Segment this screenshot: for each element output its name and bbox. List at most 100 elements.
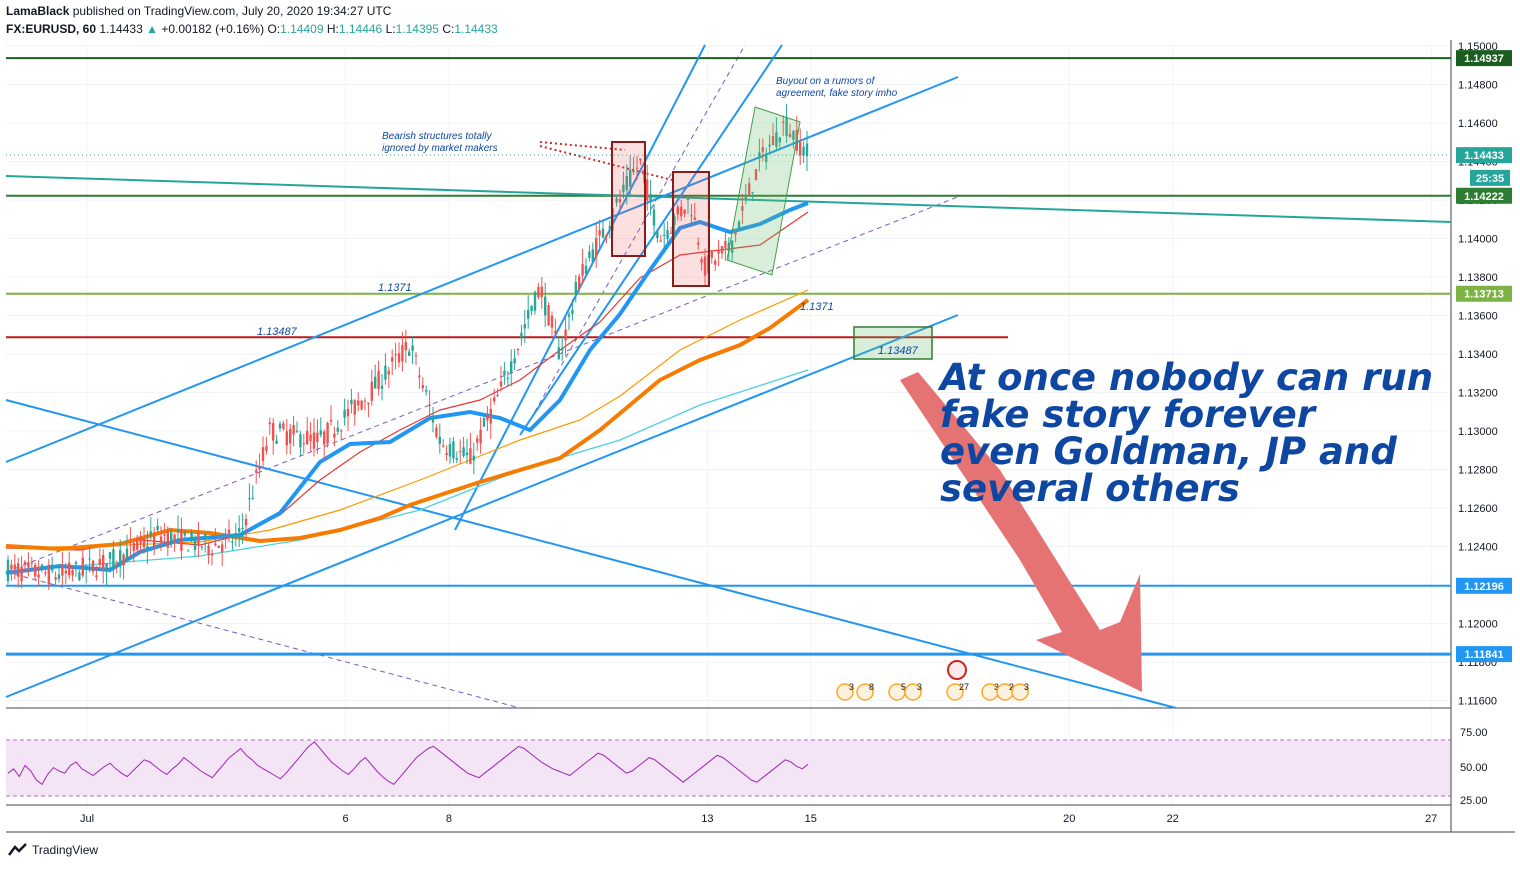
candle-body bbox=[214, 543, 217, 546]
bearish-box[interactable] bbox=[611, 141, 646, 257]
high-value: 1.14446 bbox=[338, 22, 383, 36]
time-tick-label: 8 bbox=[446, 813, 452, 825]
candle-body bbox=[754, 168, 758, 180]
candle-body bbox=[74, 562, 78, 565]
candle-body bbox=[680, 206, 683, 217]
level-label-1371: 1.1371 bbox=[800, 301, 834, 313]
candle-body bbox=[408, 351, 411, 356]
candle-body bbox=[574, 281, 577, 295]
candle-body bbox=[493, 397, 496, 402]
bearish-box[interactable] bbox=[672, 171, 710, 287]
candle-body bbox=[125, 548, 129, 562]
candle-body bbox=[374, 376, 377, 389]
candle-body bbox=[394, 354, 397, 356]
rsi-line bbox=[7, 741, 809, 786]
candle-body bbox=[285, 431, 288, 446]
candle-body bbox=[360, 400, 363, 410]
trendline bbox=[5, 76, 959, 463]
candle-body bbox=[537, 287, 540, 298]
candle-body bbox=[741, 206, 744, 211]
candle-body bbox=[778, 137, 781, 143]
price-axis[interactable]: 1.150001.148001.146001.144001.142001.140… bbox=[1458, 41, 1498, 708]
price-tick-label: 1.13400 bbox=[1458, 349, 1498, 361]
price-tag-bg bbox=[1456, 646, 1512, 663]
price-tag-bg bbox=[1456, 50, 1512, 67]
candle-body bbox=[57, 574, 61, 580]
candle-body bbox=[377, 370, 380, 389]
time-tick-label: Jul bbox=[80, 813, 94, 825]
price-tag-label: 1.13713 bbox=[1464, 289, 1504, 301]
bullish-channel-box[interactable] bbox=[726, 106, 801, 276]
candle-body bbox=[146, 546, 149, 549]
candle-body bbox=[306, 430, 309, 445]
tradingview-logo-icon[interactable] bbox=[8, 842, 28, 858]
candle-body bbox=[567, 314, 571, 317]
annotation-connector bbox=[539, 145, 673, 181]
footer-brand[interactable]: TradingView bbox=[32, 843, 99, 857]
dashed-trendline bbox=[5, 571, 521, 709]
price-tick-label: 1.13600 bbox=[1458, 311, 1498, 323]
annotation-buyout: Buyout on a rumors of agreement, fake sto… bbox=[776, 76, 898, 99]
candle-body bbox=[581, 264, 584, 276]
price-tag-label: 1.11841 bbox=[1464, 649, 1503, 661]
candle-body bbox=[10, 564, 13, 570]
candle-body bbox=[44, 572, 47, 574]
publish-info: LamaBlack published on TradingView.com, … bbox=[6, 4, 391, 18]
candle-body bbox=[805, 143, 809, 157]
high-label: H: bbox=[326, 22, 339, 36]
candle-body bbox=[527, 310, 530, 319]
candle-body bbox=[119, 550, 122, 567]
target-box[interactable] bbox=[853, 326, 933, 360]
candle-body bbox=[30, 562, 33, 564]
time-tick-label: 13 bbox=[701, 813, 713, 825]
time-axis[interactable]: Jul68131520222729Aug5 bbox=[80, 813, 1520, 825]
event-flag-icon bbox=[1011, 683, 1029, 701]
candle-body bbox=[149, 531, 152, 537]
candle-body bbox=[187, 550, 190, 552]
candle-body bbox=[265, 446, 268, 451]
candle-body bbox=[462, 447, 465, 456]
price-tag-label: 1.14433 bbox=[1464, 150, 1504, 162]
candle-body bbox=[251, 497, 254, 499]
candle-body bbox=[727, 242, 730, 252]
candle-body bbox=[81, 557, 84, 576]
candle-body bbox=[217, 545, 220, 548]
candle-body bbox=[608, 226, 611, 229]
candle-body bbox=[312, 432, 316, 449]
candle-body bbox=[190, 531, 193, 540]
economic-events[interactable]: 3 8 5 3 27 3 2 3 bbox=[836, 660, 1029, 701]
candle-body bbox=[17, 563, 20, 577]
candle-body bbox=[210, 553, 214, 556]
candle-body bbox=[683, 209, 686, 214]
candle-body bbox=[302, 443, 305, 445]
candle-body bbox=[20, 566, 23, 582]
event-flag-icon bbox=[836, 683, 854, 701]
candle-body bbox=[292, 425, 295, 435]
change-up-icon: ▲ bbox=[146, 22, 158, 36]
candle-body bbox=[673, 216, 676, 226]
symbol-label[interactable]: FX:EURUSD, 60 bbox=[6, 22, 97, 36]
rsi-axis[interactable]: 75.00 50.00 25.00 bbox=[1460, 727, 1488, 807]
candle-body bbox=[234, 533, 237, 537]
candle-body bbox=[68, 562, 71, 576]
candle-body bbox=[486, 415, 489, 421]
candle-body bbox=[635, 167, 639, 169]
candle-body bbox=[350, 399, 353, 405]
candle-body bbox=[510, 361, 513, 374]
candle-body bbox=[571, 309, 574, 315]
candle-body bbox=[768, 144, 771, 147]
candle-body bbox=[248, 498, 251, 500]
candles bbox=[6, 104, 809, 590]
candle-body bbox=[258, 466, 261, 470]
low-label: L: bbox=[385, 22, 396, 36]
candle-body bbox=[40, 564, 44, 569]
candle-body bbox=[720, 246, 724, 254]
candle-body bbox=[224, 535, 227, 537]
time-tick-label: 6 bbox=[342, 813, 348, 825]
author-name[interactable]: LamaBlack bbox=[6, 4, 70, 18]
close-label: C: bbox=[442, 22, 455, 36]
candle-body bbox=[204, 534, 207, 539]
candle-body bbox=[591, 249, 594, 263]
candle-body bbox=[693, 217, 696, 220]
